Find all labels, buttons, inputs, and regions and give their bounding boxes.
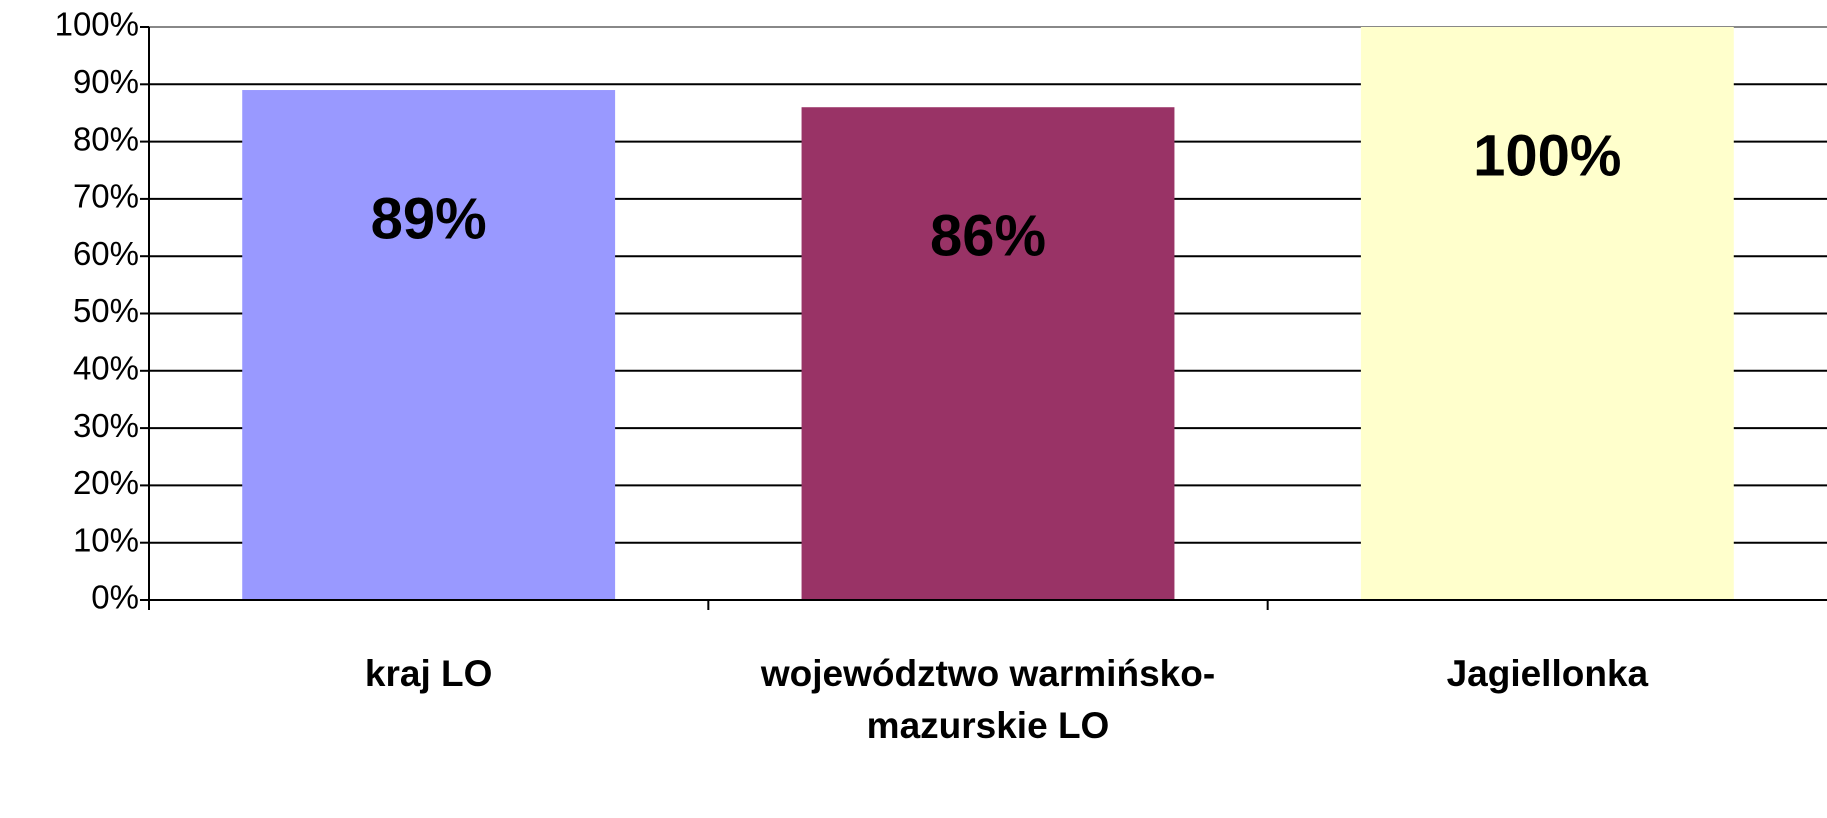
y-tick-label: 20% <box>73 464 139 501</box>
bar <box>801 107 1175 600</box>
x-tick-label: kraj LO <box>364 653 493 694</box>
data-label: 89% <box>371 186 487 251</box>
y-tick-label: 50% <box>73 292 139 329</box>
y-tick-label: 80% <box>73 120 139 157</box>
bar <box>242 90 616 600</box>
x-tick-label: Jagiellonka <box>1446 653 1649 694</box>
y-tick-label: 60% <box>73 235 139 272</box>
y-tick-label: 100% <box>55 6 139 43</box>
y-tick-label: 0% <box>91 579 139 616</box>
x-tick-label: województwo warmińsko-mazurskie LO <box>760 653 1216 746</box>
data-label: 100% <box>1473 123 1621 188</box>
data-label: 86% <box>930 204 1046 269</box>
y-tick-label: 90% <box>73 63 139 100</box>
y-tick-label: 70% <box>73 178 139 215</box>
y-tick-label: 40% <box>73 350 139 387</box>
y-tick-label: 10% <box>73 521 139 558</box>
y-tick-label: 30% <box>73 407 139 444</box>
bar <box>1360 27 1734 600</box>
